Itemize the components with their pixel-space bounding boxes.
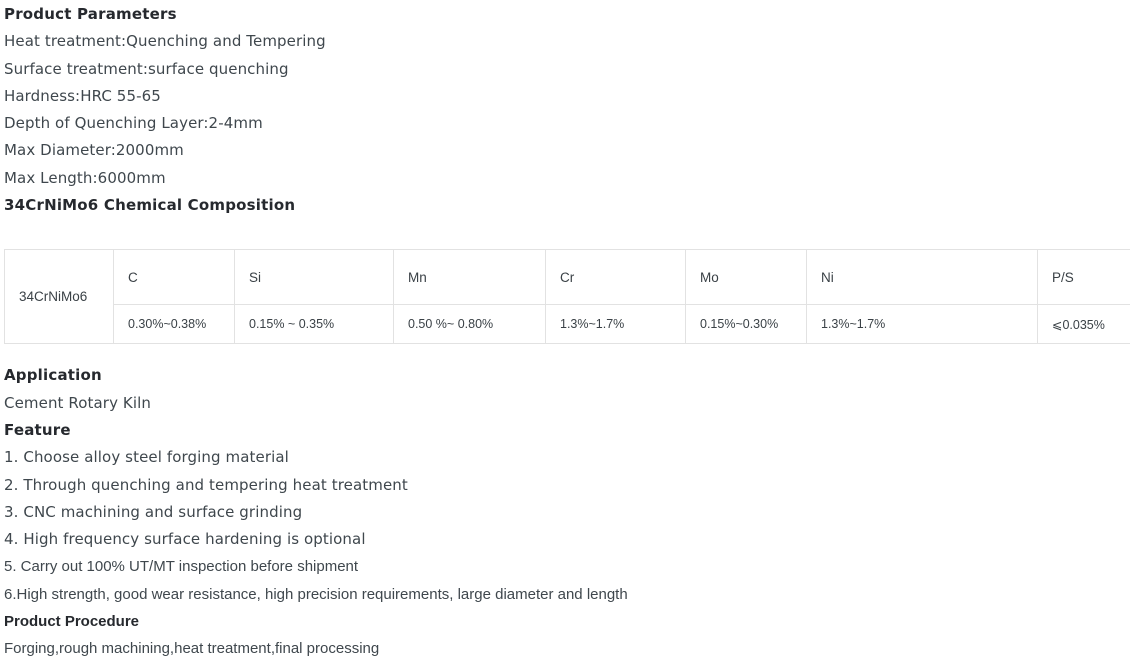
column-header-si: Si (235, 250, 394, 305)
value-ni: 1.3%~1.7% (807, 305, 1038, 344)
column-header-mo: Mo (686, 250, 807, 305)
param-surface-treatment: Surface treatment:surface quenching (4, 56, 1130, 83)
column-header-mn: Mn (394, 250, 546, 305)
param-heat-treatment: Heat treatment:Quenching and Tempering (4, 28, 1130, 55)
param-quenching-depth: Depth of Quenching Layer:2-4mm (4, 110, 1130, 137)
product-procedure-text: Forging,rough machining,heat treatment,f… (4, 635, 1130, 662)
table-row-label: 34CrNiMo6 (5, 250, 114, 344)
param-hardness: Hardness:HRC 55-65 (4, 83, 1130, 110)
feature-item-4: 4. High frequency surface hardening is o… (4, 526, 1130, 553)
application-heading: Application (4, 362, 1130, 389)
chemical-composition-heading: 34CrNiMo6 Chemical Composition (4, 192, 1130, 219)
feature-heading: Feature (4, 417, 1130, 444)
product-procedure-heading: Product Procedure (4, 608, 1130, 635)
feature-item-3: 3. CNC machining and surface grinding (4, 499, 1130, 526)
column-header-ps: P/S (1038, 250, 1130, 305)
feature-item-6: 6.High strength, good wear resistance, h… (4, 581, 1130, 608)
value-c: 0.30%~0.38% (114, 305, 235, 344)
feature-item-5: 5. Carry out 100% UT/MT inspection befor… (4, 553, 1130, 580)
param-max-length: Max Length:6000mm (4, 165, 1130, 192)
chemical-composition-table: 34CrNiMo6 C Si Mn Cr Mo Ni P/S 0.30%~0.3… (4, 249, 1130, 344)
feature-item-1: 1. Choose alloy steel forging material (4, 444, 1130, 471)
table-header-row: 34CrNiMo6 C Si Mn Cr Mo Ni P/S (5, 250, 1130, 305)
product-parameters-heading: Product Parameters (4, 1, 1130, 28)
column-header-ni: Ni (807, 250, 1038, 305)
table-value-row: 0.30%~0.38% 0.15% ~ 0.35% 0.50 %~ 0.80% … (5, 305, 1130, 344)
application-text: Cement Rotary Kiln (4, 390, 1130, 417)
column-header-c: C (114, 250, 235, 305)
feature-item-2: 2. Through quenching and tempering heat … (4, 472, 1130, 499)
value-si: 0.15% ~ 0.35% (235, 305, 394, 344)
column-header-cr: Cr (546, 250, 686, 305)
param-max-diameter: Max Diameter:2000mm (4, 137, 1130, 164)
composition-table-wrapper: 34CrNiMo6 C Si Mn Cr Mo Ni P/S 0.30%~0.3… (4, 249, 1130, 344)
value-mn: 0.50 %~ 0.80% (394, 305, 546, 344)
value-cr: 1.3%~1.7% (546, 305, 686, 344)
value-mo: 0.15%~0.30% (686, 305, 807, 344)
value-ps: ⩽0.035% (1038, 305, 1130, 344)
